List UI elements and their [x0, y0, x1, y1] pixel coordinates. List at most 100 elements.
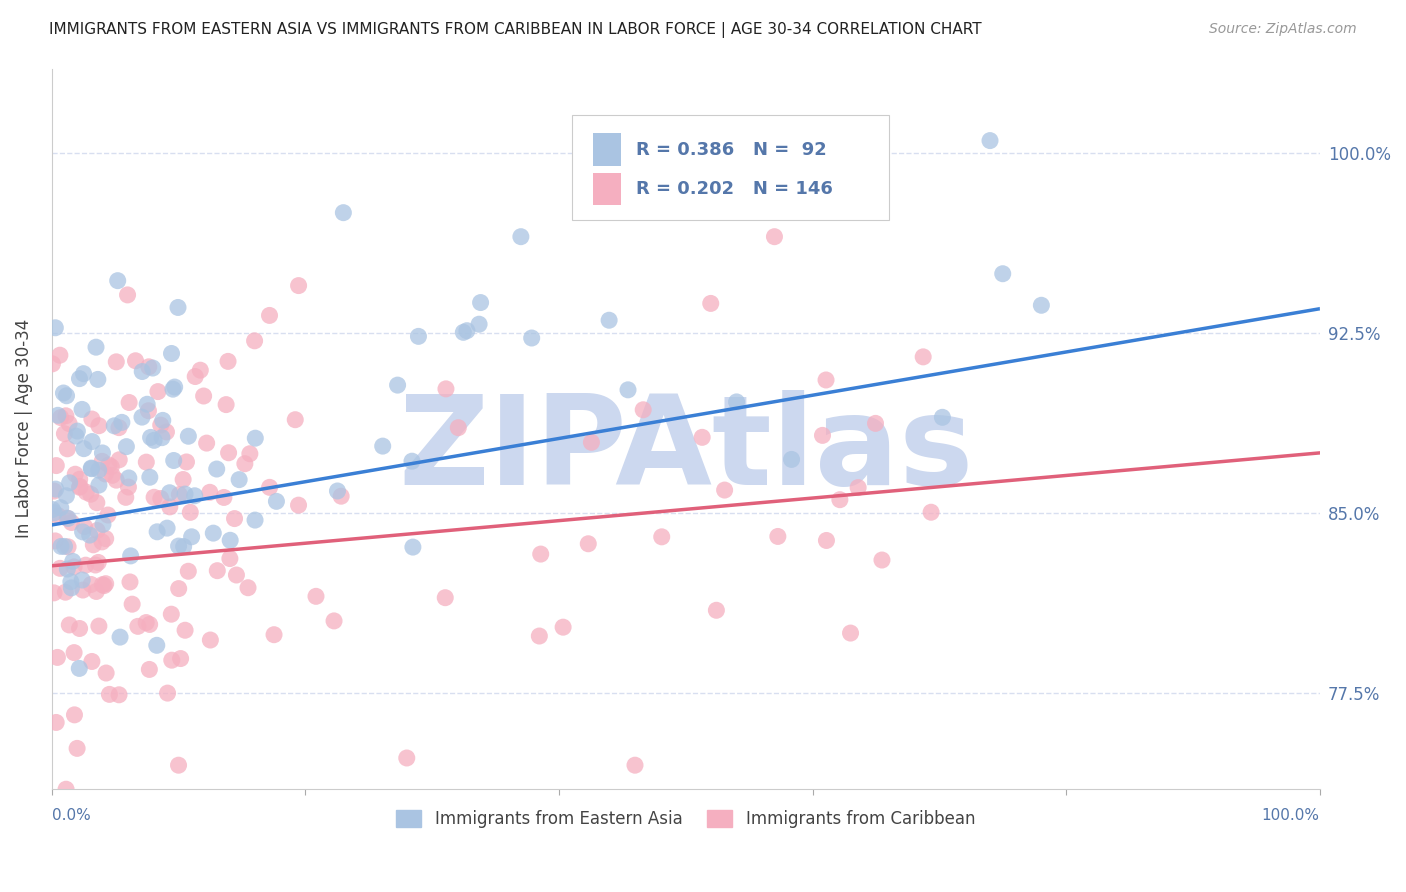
Point — [138, 359, 160, 374]
Point — [67, 661, 90, 675]
Point — [215, 398, 238, 412]
Point — [180, 530, 202, 544]
Point — [55, 389, 77, 403]
Point — [94, 576, 117, 591]
Point — [49, 561, 72, 575]
Point — [105, 355, 128, 369]
Point — [94, 532, 117, 546]
Point — [617, 383, 640, 397]
Point — [58, 417, 80, 431]
Point — [75, 558, 97, 573]
Point — [70, 573, 93, 587]
Point — [108, 688, 131, 702]
Point — [287, 498, 309, 512]
Point — [49, 348, 72, 362]
Point — [87, 619, 110, 633]
Text: 100.0%: 100.0% — [1261, 808, 1320, 823]
Point — [160, 653, 183, 667]
Point — [58, 511, 80, 525]
Point — [120, 549, 142, 563]
Point — [142, 361, 165, 376]
Point — [87, 463, 110, 477]
Point — [66, 424, 89, 438]
Point — [117, 480, 139, 494]
Point — [284, 413, 307, 427]
Point — [169, 487, 191, 501]
Point — [172, 473, 194, 487]
Point — [243, 334, 266, 348]
Point — [651, 530, 673, 544]
Point — [176, 455, 198, 469]
Point — [468, 317, 491, 331]
Point — [725, 395, 748, 409]
Point — [114, 491, 136, 505]
Point — [839, 626, 862, 640]
Point — [195, 436, 218, 450]
Point — [706, 603, 728, 617]
Point — [146, 384, 169, 399]
Point — [160, 346, 183, 360]
Point — [105, 473, 128, 487]
Point — [163, 380, 186, 394]
Point — [45, 458, 67, 473]
Point — [239, 447, 262, 461]
Point — [1031, 298, 1053, 312]
Point — [690, 430, 713, 444]
Point — [118, 395, 141, 409]
Point — [173, 540, 195, 554]
Point — [127, 619, 149, 633]
Point — [218, 446, 240, 460]
Point — [243, 513, 266, 527]
Point — [598, 313, 620, 327]
Point — [159, 500, 181, 514]
Point — [530, 547, 553, 561]
Point — [55, 489, 77, 503]
Point — [146, 638, 169, 652]
Point — [815, 533, 838, 548]
Point — [56, 540, 79, 554]
Point — [108, 452, 131, 467]
Point — [259, 480, 281, 494]
Text: 0.0%: 0.0% — [52, 808, 90, 823]
Point — [212, 491, 235, 505]
Point — [56, 442, 79, 456]
Point — [87, 478, 110, 492]
Legend: Immigrants from Eastern Asia, Immigrants from Caribbean: Immigrants from Eastern Asia, Immigrants… — [389, 804, 981, 835]
Point — [870, 553, 893, 567]
Point — [45, 715, 67, 730]
Point — [41, 502, 63, 516]
Point — [143, 491, 166, 505]
Point — [266, 494, 288, 508]
Y-axis label: In Labor Force | Age 30-34: In Labor Force | Age 30-34 — [15, 319, 32, 539]
Point — [160, 607, 183, 622]
Point — [108, 420, 131, 434]
Point — [991, 267, 1014, 281]
Point — [453, 326, 475, 340]
Point — [509, 229, 531, 244]
Point — [103, 418, 125, 433]
FancyBboxPatch shape — [593, 134, 621, 166]
Point — [763, 229, 786, 244]
Point — [55, 409, 77, 423]
Point — [44, 320, 66, 334]
Point — [434, 382, 457, 396]
Point — [162, 382, 184, 396]
Point — [108, 630, 131, 644]
Point — [69, 472, 91, 486]
Point — [576, 537, 599, 551]
Point — [167, 301, 190, 315]
Point — [177, 429, 200, 443]
Point — [713, 483, 735, 497]
Point — [205, 462, 228, 476]
Point — [58, 618, 80, 632]
Point — [84, 558, 107, 572]
Point — [69, 622, 91, 636]
Point — [84, 584, 107, 599]
Point — [52, 386, 75, 401]
Text: ZIPAtlas: ZIPAtlas — [398, 390, 973, 511]
Point — [49, 410, 72, 425]
Point — [193, 389, 215, 403]
Point — [188, 363, 211, 377]
Point — [86, 496, 108, 510]
Point — [179, 505, 201, 519]
